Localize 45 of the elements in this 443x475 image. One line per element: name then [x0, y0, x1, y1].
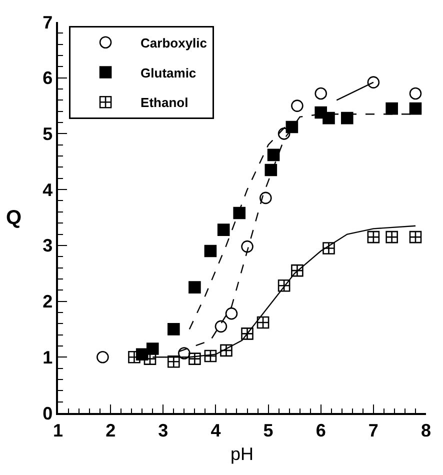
point — [233, 206, 246, 220]
legend-label: Glutamic — [140, 65, 196, 80]
point — [409, 102, 422, 115]
x-tick-label: 7 — [368, 420, 378, 440]
point — [286, 120, 298, 134]
point — [386, 102, 398, 115]
x-axis-title: pH — [230, 444, 254, 464]
point — [168, 355, 180, 368]
x-tick-label: 6 — [316, 420, 326, 440]
y-tick-label: 1 — [42, 347, 53, 368]
point — [367, 230, 380, 244]
x-tick-label: 4 — [210, 420, 221, 440]
y-tick-label: 3 — [42, 236, 53, 256]
y-tick-label: 0 — [42, 403, 53, 424]
point — [220, 344, 232, 357]
legend-label: Carboxylic — [140, 35, 208, 50]
point — [188, 352, 201, 365]
y-tick-label: 2 — [42, 292, 53, 312]
point — [264, 164, 278, 176]
y-tick-label: 7 — [42, 12, 53, 32]
x-tick-label: 3 — [158, 420, 168, 440]
point — [409, 230, 422, 244]
point — [204, 244, 217, 258]
point — [322, 112, 335, 124]
point — [322, 242, 335, 254]
legend-label: Ethanol — [140, 95, 188, 110]
x-tick-label: 8 — [420, 420, 432, 440]
point — [241, 328, 254, 340]
point — [217, 224, 230, 236]
point — [256, 316, 270, 329]
y-tick-label: 5 — [42, 124, 53, 144]
x-tick-label: 2 — [106, 420, 116, 440]
y-axis-title: Q — [6, 207, 22, 229]
point — [168, 323, 180, 336]
point — [278, 280, 290, 292]
point — [291, 264, 304, 277]
point — [267, 148, 280, 162]
point — [204, 350, 217, 362]
point — [386, 230, 398, 244]
point — [128, 350, 140, 364]
point — [188, 281, 201, 294]
y-tick-label: 4 — [42, 180, 53, 200]
y-tick-label: 6 — [42, 68, 53, 88]
point — [340, 112, 354, 124]
x-tick-label: 5 — [263, 420, 274, 440]
